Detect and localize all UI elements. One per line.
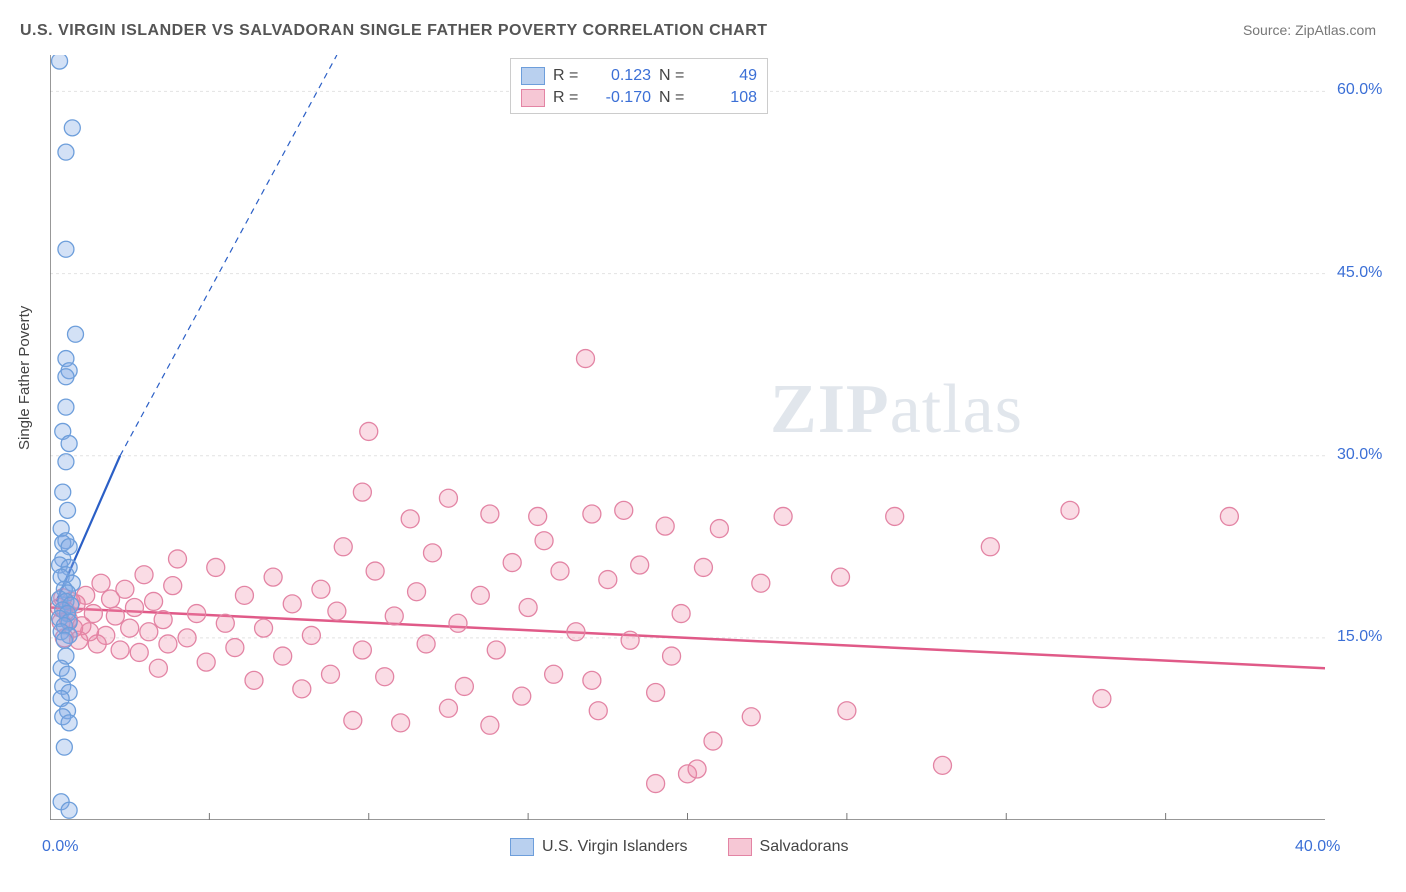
n-value-a: 49 [695, 65, 757, 87]
r-label-a: R = [553, 65, 581, 87]
y-tick-label: 45.0% [1337, 264, 1382, 282]
x-tick-label: 40.0% [1295, 838, 1340, 856]
r-value-b: -0.170 [589, 87, 651, 109]
r-value-a: 0.123 [589, 65, 651, 87]
swatch-a-bottom [510, 838, 534, 856]
source-attribution: Source: ZipAtlas.com [1243, 22, 1376, 38]
chart-container: { "title": "U.S. VIRGIN ISLANDER VS SALV… [0, 0, 1406, 892]
scatter-plot [50, 55, 1325, 820]
series-b-label: Salvadorans [760, 838, 849, 856]
y-axis-label: Single Father Poverty [16, 306, 33, 450]
legend-item-b: Salvadorans [728, 838, 849, 856]
x-tick-label: 0.0% [42, 838, 78, 856]
stats-row-b: R = -0.170 N = 108 [521, 87, 757, 109]
n-label-b: N = [659, 87, 687, 109]
stats-legend: R = 0.123 N = 49 R = -0.170 N = 108 [510, 58, 768, 114]
swatch-b [521, 89, 545, 107]
series-a-label: U.S. Virgin Islanders [542, 838, 688, 856]
y-tick-label: 60.0% [1337, 81, 1382, 99]
legend-item-a: U.S. Virgin Islanders [510, 838, 688, 856]
y-tick-label: 30.0% [1337, 446, 1382, 464]
n-value-b: 108 [695, 87, 757, 109]
n-label-a: N = [659, 65, 687, 87]
swatch-a [521, 67, 545, 85]
r-label-b: R = [553, 87, 581, 109]
swatch-b-bottom [728, 838, 752, 856]
chart-title: U.S. VIRGIN ISLANDER VS SALVADORAN SINGL… [20, 22, 768, 40]
series-legend: U.S. Virgin Islanders Salvadorans [510, 838, 849, 856]
y-tick-label: 15.0% [1337, 628, 1382, 646]
stats-row-a: R = 0.123 N = 49 [521, 65, 757, 87]
